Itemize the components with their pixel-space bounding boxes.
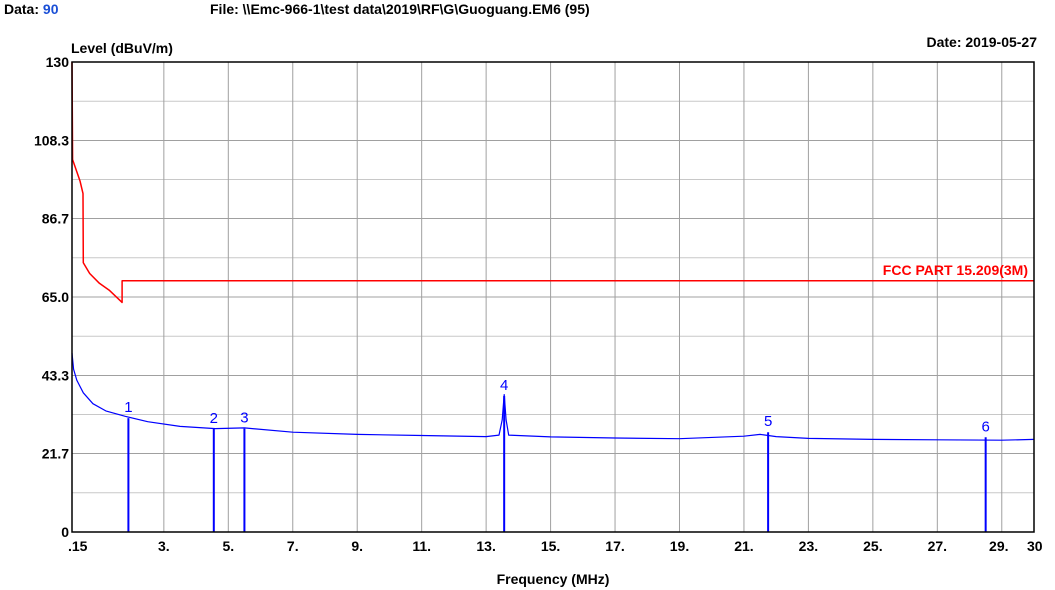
x-tick-label: 19. (670, 538, 689, 554)
marker-label: 4 (500, 377, 508, 394)
y-tick-label: 0 (61, 524, 69, 540)
x-tick-label: 3. (158, 538, 170, 554)
y-tick-label: 108.3 (34, 132, 69, 148)
x-tick-label: 15. (541, 538, 560, 554)
data-value: 90 (42, 1, 59, 17)
x-axis-label: Frequency (MHz) (497, 571, 610, 587)
y-tick-label: 130 (46, 54, 70, 70)
chart-grid (72, 62, 1034, 532)
marker-label: 2 (210, 410, 218, 427)
marker-layer: 1 2 3 4 5 6 (124, 377, 990, 532)
x-tick-label: 23. (799, 538, 818, 554)
x-tick-label: .15 (68, 538, 88, 554)
y-tick-label: 21.7 (42, 446, 69, 462)
x-tick-label: 21. (734, 538, 753, 554)
series-layer (71, 61, 1035, 441)
x-tick-label: 17. (605, 538, 624, 554)
file-path: File: \\Emc-966-1\test data\2019\RF\G\Gu… (210, 1, 590, 17)
y-axis-label: Level (dBuV/m) (71, 40, 173, 56)
x-tick-label: 5. (222, 538, 234, 554)
x-tick-label: 27. (928, 538, 947, 554)
marker-label: 3 (240, 410, 248, 427)
x-tick-label: 7. (287, 538, 299, 554)
data-number-label: Data: 90 (4, 1, 58, 17)
x-tick-label: 25. (863, 538, 882, 554)
marker-label: 6 (981, 418, 989, 435)
measured-trace (71, 352, 1035, 441)
x-tick-label: 9. (351, 538, 363, 554)
marker-label: 1 (124, 399, 132, 416)
x-tick-label: 11. (412, 538, 431, 554)
y-tick-labels: 0 21.7 43.3 65.0 86.7 108.3 130 (34, 54, 69, 540)
x-tick-label: 30 (1027, 538, 1043, 554)
y-tick-label: 43.3 (42, 367, 69, 383)
limit-line-label: FCC PART 15.209(3M) (883, 262, 1028, 278)
y-tick-label: 65.0 (42, 289, 69, 305)
plot-frame (71, 61, 1035, 533)
x-tick-label: 13. (476, 538, 495, 554)
y-tick-label: 86.7 (42, 211, 69, 227)
data-label-text: Data: (4, 1, 40, 17)
date-label: Date: 2019-05-27 (926, 34, 1037, 50)
x-tick-label: 29. (989, 538, 1008, 554)
marker-label: 5 (764, 413, 772, 430)
limit-line (71, 61, 1034, 304)
x-tick-labels: .15 3. 5. 7. 9. 11. 13. 15. 17. 19. 21. 23. 25. 27. 29… (68, 538, 1043, 554)
